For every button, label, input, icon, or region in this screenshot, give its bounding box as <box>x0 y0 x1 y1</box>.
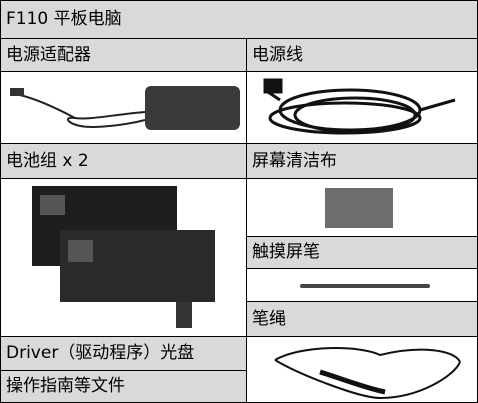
item-label: Driver（驱动程序）光盘 <box>0 336 247 371</box>
item-label: 电源线 <box>246 38 478 72</box>
cloth-image <box>325 188 393 228</box>
item-label: 笔绳 <box>246 301 478 337</box>
adapter-image <box>10 86 240 130</box>
lanyard-image <box>274 347 461 400</box>
battery-image <box>32 186 215 328</box>
power-cord-image <box>263 78 456 135</box>
item-label: 操作指南等文件 <box>0 370 247 403</box>
table-title: F110 平板电脑 <box>0 0 478 39</box>
